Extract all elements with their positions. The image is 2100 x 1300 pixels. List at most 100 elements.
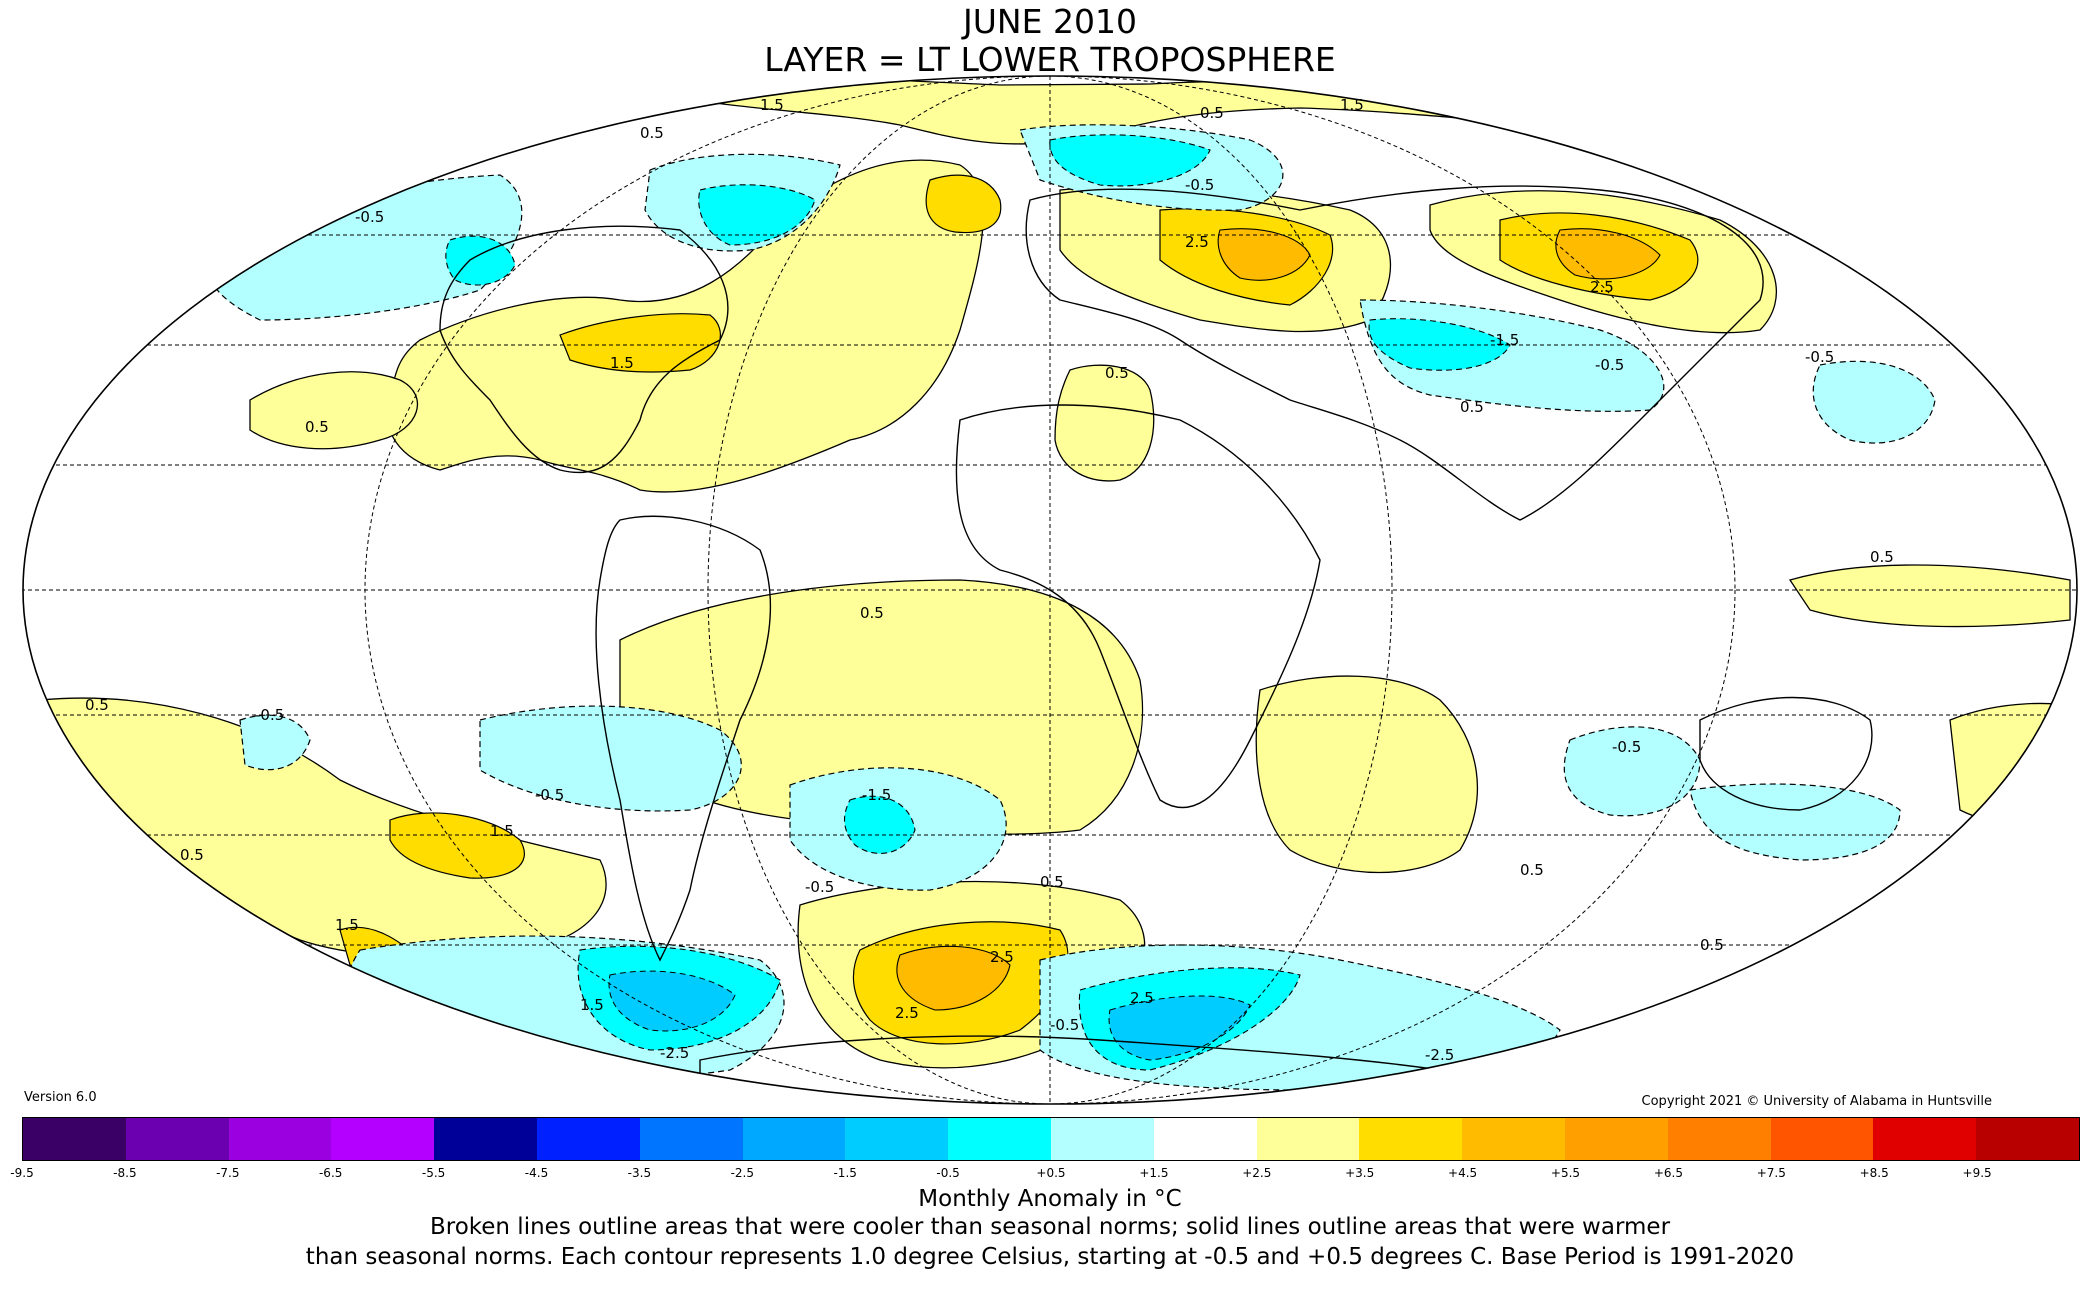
globe-outline bbox=[22, 75, 2078, 1105]
colorbar-tick-label: -4.5 bbox=[524, 1166, 549, 1180]
colorbar-tick-label: -6.5 bbox=[318, 1166, 343, 1180]
contour-label: -0.5 bbox=[1595, 356, 1624, 374]
contour-labels: 1.5 0.5 0.5 1.5 -0.5 -0.5 2.5 2.5 -1.5 -… bbox=[85, 96, 1894, 1064]
colorbar-swatch bbox=[845, 1118, 949, 1160]
contour-label: 0.5 bbox=[1040, 873, 1064, 891]
colorbar-tick-label: -1.5 bbox=[833, 1166, 857, 1180]
west-pacific-warm-region bbox=[1788, 564, 2071, 628]
east-pacific-warm-region bbox=[1949, 702, 2077, 828]
contour-label: 0.5 bbox=[1460, 398, 1484, 416]
cool-peak-antarctic-pacific bbox=[608, 970, 736, 1032]
contour-label: -0.5 bbox=[805, 878, 834, 896]
colorbar-tick-label: -8.5 bbox=[113, 1166, 137, 1180]
contour-label: 1.5 bbox=[610, 354, 634, 372]
contour-label: -0.5 bbox=[1805, 348, 1834, 366]
contour-label: 0.5 bbox=[1520, 861, 1544, 879]
colorbar-tick-label: +9.5 bbox=[1962, 1166, 1992, 1180]
warm-core-atlantic bbox=[925, 174, 1002, 234]
colorbar-tick-label: -7.5 bbox=[216, 1166, 240, 1180]
sahara-warm-region bbox=[1054, 364, 1155, 482]
cool-core-south-atlantic bbox=[844, 795, 916, 854]
colorbar-tick-label: +1.5 bbox=[1139, 1166, 1169, 1180]
colorbar-swatch bbox=[331, 1118, 435, 1160]
version-label: Version 6.0 bbox=[24, 1090, 97, 1105]
contour-label: 2.5 bbox=[1185, 233, 1209, 251]
anomaly-regions bbox=[23, 76, 2077, 1104]
caption-line-2: than seasonal norms. Each contour repres… bbox=[305, 1244, 1795, 1270]
south-atlantic-warm-region bbox=[619, 579, 1144, 835]
contour-label: -0.5 bbox=[1185, 176, 1214, 194]
north-pacific-east-cool-region bbox=[1812, 360, 1936, 444]
map-title: JUNE 2010 bbox=[963, 2, 1137, 41]
contour-label: 1.5 bbox=[1340, 96, 1364, 114]
colorbar-tick-label: +8.5 bbox=[1859, 1166, 1889, 1180]
cool-core-central-asia bbox=[1368, 318, 1511, 371]
anomaly-map: 1.5 0.5 0.5 1.5 -0.5 -0.5 2.5 2.5 -1.5 -… bbox=[22, 75, 2078, 1105]
colorbar-label: Monthly Anomaly in °C bbox=[918, 1186, 1182, 1212]
contour-label: 0.5 bbox=[1870, 548, 1894, 566]
colorbar-swatch bbox=[228, 1118, 332, 1160]
colorbar-tick-label: +0.5 bbox=[1036, 1166, 1066, 1180]
copyright-notice: Copyright 2021 © University of Alabama i… bbox=[1641, 1094, 1992, 1109]
australia-outline bbox=[1699, 696, 1873, 811]
colorbar-swatch bbox=[1770, 1118, 1874, 1160]
contour-label: 1.5 bbox=[335, 916, 359, 934]
colorbar-swatch bbox=[1564, 1118, 1668, 1160]
contour-label: -2.5 bbox=[660, 1044, 689, 1062]
africa-outline bbox=[955, 404, 1321, 809]
colorbar-tick-label: +3.5 bbox=[1345, 1166, 1375, 1180]
contour-label: -2.5 bbox=[1425, 1046, 1454, 1064]
eurasia-outline bbox=[1025, 185, 1764, 521]
pacific-warm-region bbox=[249, 371, 418, 450]
colorbar-swatch bbox=[125, 1118, 229, 1160]
south-america-outline bbox=[595, 515, 772, 962]
contour-label: 2.5 bbox=[895, 1004, 919, 1022]
colorbar-swatch bbox=[1359, 1118, 1463, 1160]
cool-core-alaska bbox=[445, 235, 516, 286]
contour-label: 2.5 bbox=[990, 948, 1014, 966]
colorbar-tick-label: +6.5 bbox=[1653, 1166, 1683, 1180]
caption-line-1: Broken lines outline areas that were coo… bbox=[429, 1214, 1671, 1240]
contour-label: -0.5 bbox=[255, 706, 284, 724]
map-subtitle: LAYER = LT LOWER TROPOSPHERE bbox=[764, 40, 1336, 79]
colorbar-ticks: -9.5 -8.5 -7.5 -6.5 -5.5 -4.5 -3.5 -2.5 -1.5 -0.5… bbox=[0, 1166, 2100, 1186]
contour-label: -1.5 bbox=[1490, 331, 1519, 349]
colorbar-tick-label: +7.5 bbox=[1756, 1166, 1786, 1180]
contour-label: -0.5 bbox=[1050, 1016, 1079, 1034]
colorbar-swatch bbox=[1256, 1118, 1360, 1160]
contour-label: 0.5 bbox=[1200, 104, 1224, 122]
tropical-pacific-cool-region bbox=[239, 714, 311, 771]
colorbar-tick-label: -0.5 bbox=[936, 1166, 960, 1180]
cool-peak-antarctic-indian bbox=[1108, 995, 1251, 1061]
colorbar-swatch bbox=[23, 1118, 126, 1160]
colorbar-tick-label: +2.5 bbox=[1242, 1166, 1272, 1180]
indian-ocean-warm-region bbox=[1255, 675, 1478, 874]
cool-core-greenland bbox=[698, 184, 816, 246]
contour-label: 0.5 bbox=[860, 604, 884, 622]
colorbar-swatch bbox=[1153, 1118, 1257, 1160]
cool-core-scandinavia bbox=[1049, 134, 1211, 187]
colorbar-swatch bbox=[1050, 1118, 1154, 1160]
colorbar-swatch bbox=[1667, 1118, 1771, 1160]
colorbar-tick-label: +4.5 bbox=[1448, 1166, 1478, 1180]
colorbar-swatch bbox=[1462, 1118, 1565, 1160]
contour-label: 2.5 bbox=[1590, 278, 1614, 296]
colorbar-tick-label: -3.5 bbox=[627, 1166, 652, 1180]
colorbar-swatch bbox=[948, 1118, 1051, 1160]
colorbar-swatch bbox=[742, 1118, 846, 1160]
contour-label: 1.5 bbox=[490, 822, 514, 840]
contour-label: 1.5 bbox=[580, 996, 604, 1014]
graticule bbox=[23, 76, 2077, 1104]
contour-label: 2.5 bbox=[1130, 989, 1154, 1007]
contour-label: 0.5 bbox=[1700, 936, 1724, 954]
colorbar-swatch bbox=[536, 1118, 640, 1160]
contour-label: -1.5 bbox=[862, 786, 891, 804]
colorbar-swatch bbox=[434, 1118, 537, 1160]
colorbar-tick-label: +5.5 bbox=[1550, 1166, 1581, 1180]
colorbar-swatch bbox=[1873, 1118, 1977, 1160]
contour-label: 0.5 bbox=[1105, 364, 1129, 382]
colorbar-tick-label: -2.5 bbox=[730, 1166, 755, 1180]
colorbar-swatch bbox=[639, 1118, 743, 1160]
contour-label: -0.5 bbox=[535, 786, 564, 804]
warm-peak-europe bbox=[1217, 228, 1311, 281]
